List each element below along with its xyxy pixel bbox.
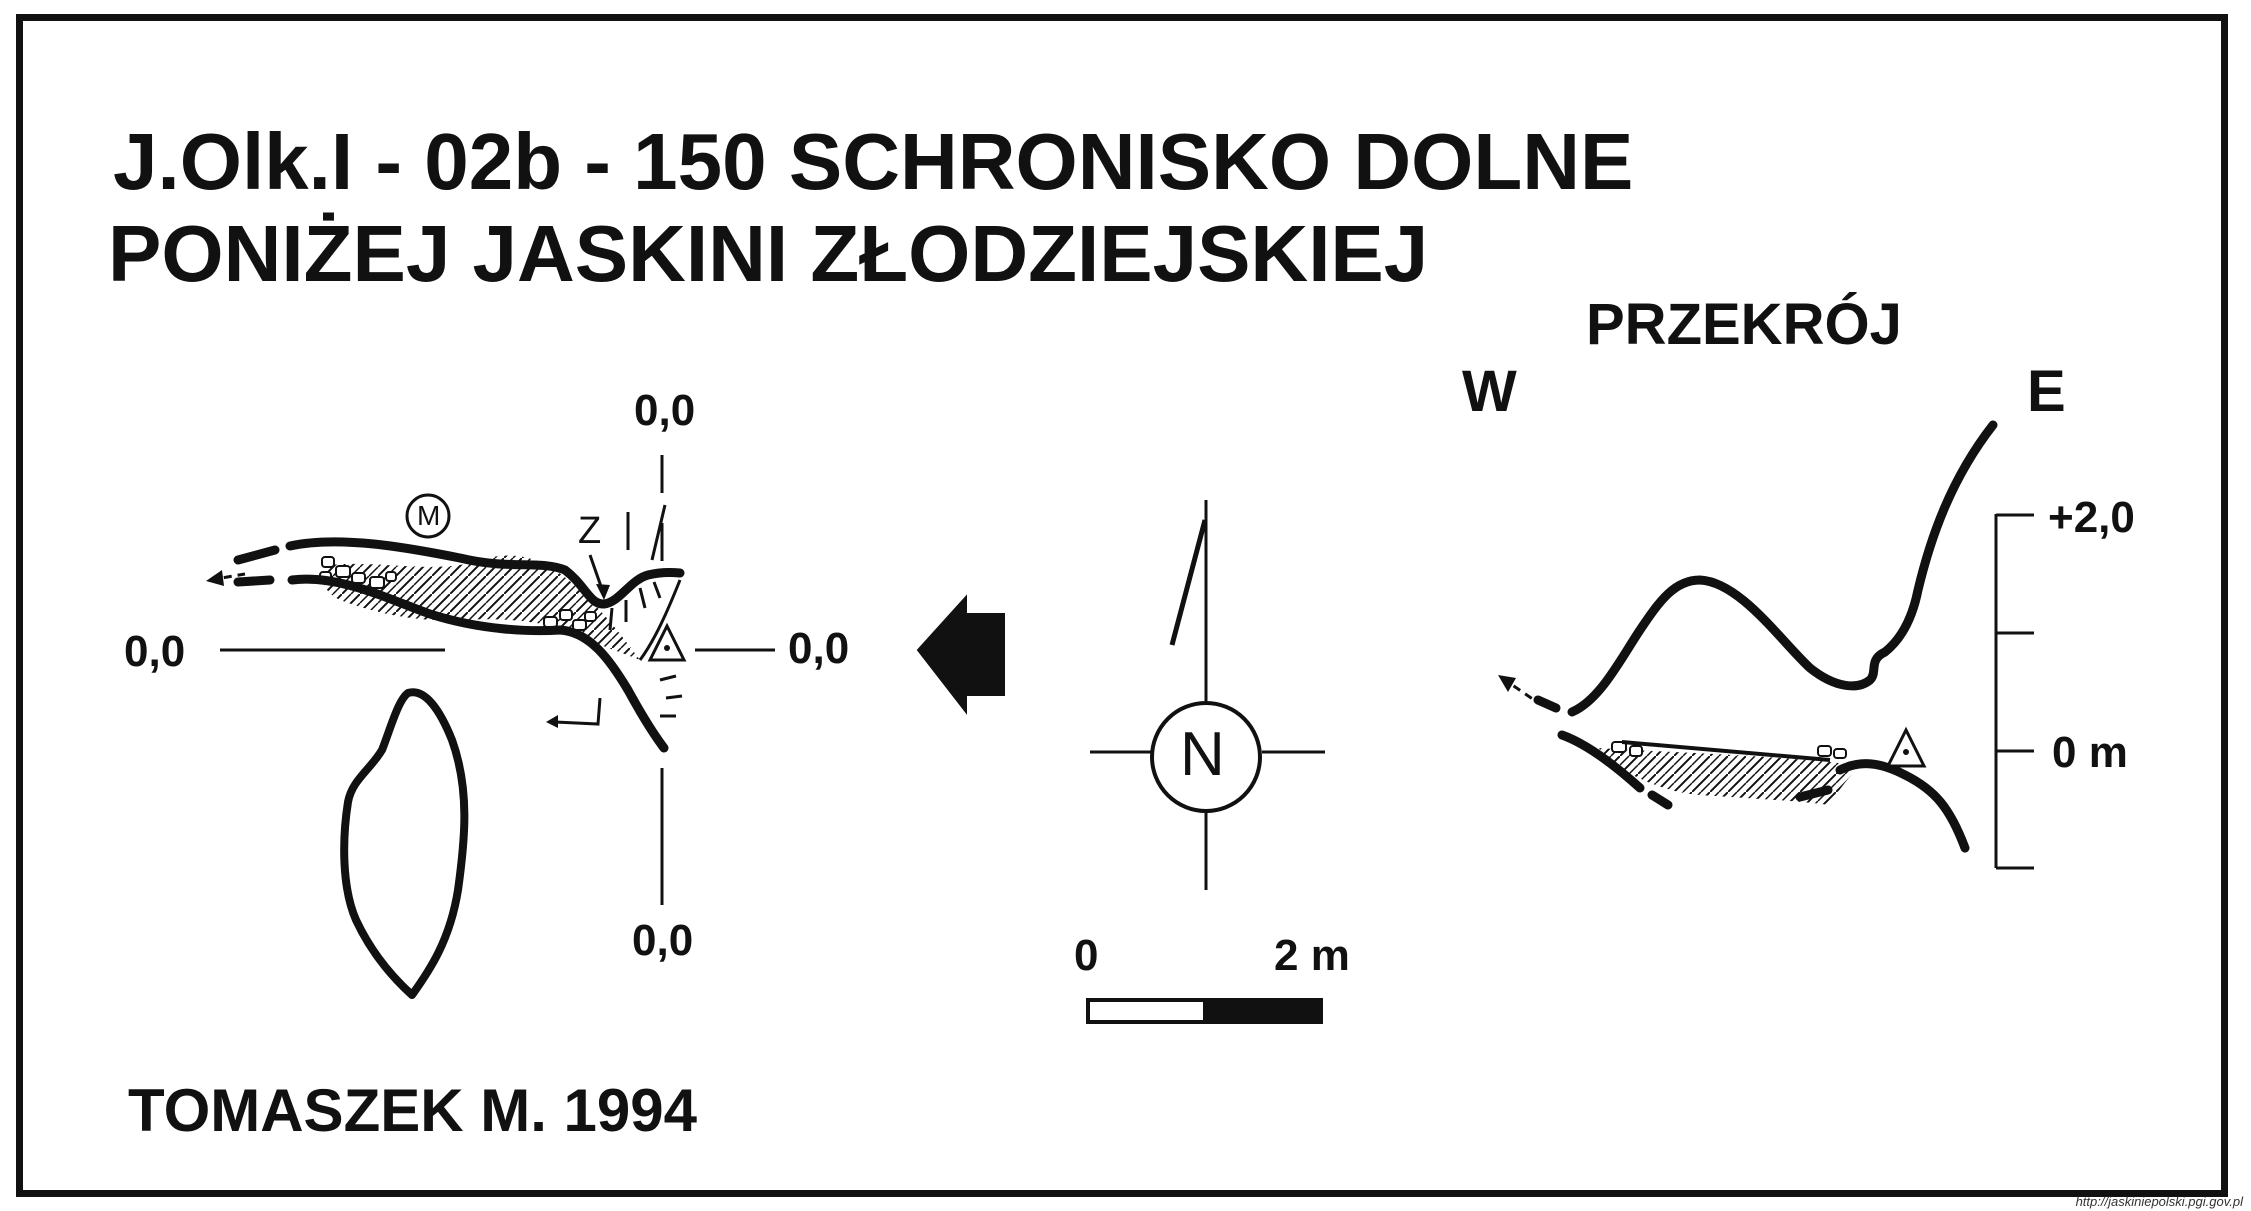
scale-end-label: 2 m bbox=[1274, 931, 1350, 980]
section-view bbox=[1498, 420, 2034, 870]
scale-bar bbox=[1086, 998, 1323, 1024]
section-continuation bbox=[1533, 695, 1561, 713]
compass-circle bbox=[1150, 701, 1262, 813]
plan-datum-top: 0,0 bbox=[634, 386, 696, 435]
section-east-label: E bbox=[2027, 359, 2066, 424]
source-watermark: http://jaskiniepolski.pgi.gov.pl bbox=[2075, 1194, 2243, 1209]
direction-arrow-icon bbox=[916, 594, 1005, 715]
author-credit: TOMASZEK M. 1994 bbox=[128, 1077, 698, 1144]
survey-point-triangle-icon bbox=[647, 622, 687, 662]
scale-start-label: 0 bbox=[1074, 931, 1099, 980]
compass-rose bbox=[1090, 500, 1325, 890]
sediment-fill bbox=[323, 555, 640, 660]
compass-north-letter: N bbox=[1180, 720, 1225, 789]
stream-sign bbox=[650, 504, 667, 561]
drip-arrow bbox=[554, 697, 602, 726]
section-upper-label: +2,0 bbox=[2048, 493, 2135, 542]
corridor-wall-upper bbox=[285, 537, 685, 609]
entrance-slope bbox=[638, 579, 682, 661]
section-rubble bbox=[1611, 741, 1847, 759]
magnetic-north-line bbox=[1169, 519, 1208, 646]
section-floor-right bbox=[1835, 759, 1970, 853]
continuation-lower bbox=[233, 575, 275, 587]
section-floor bbox=[1557, 730, 1645, 793]
continuation-upper bbox=[233, 545, 280, 565]
marker-z-label: Z bbox=[578, 510, 602, 552]
section-survey-point-icon bbox=[1885, 726, 1927, 768]
plan-datum-left: 0,0 bbox=[124, 627, 186, 676]
corridor-wall-lower bbox=[287, 574, 669, 753]
rubble-blocks bbox=[319, 556, 597, 631]
rock-pillar bbox=[340, 688, 469, 999]
section-zero-label: 0 m bbox=[2052, 728, 2128, 777]
plan-datum-bottom: 0,0 bbox=[632, 916, 694, 965]
title-line-2: PONIŻEJ JASKINI ZŁODZIEJSKIEJ bbox=[108, 209, 1429, 298]
section-ceiling bbox=[1567, 420, 1998, 717]
section-title: PRZEKRÓJ bbox=[1586, 292, 1902, 357]
marker-m-label: M bbox=[417, 500, 441, 531]
section-sediment bbox=[1598, 748, 1860, 805]
plan-view bbox=[206, 455, 775, 999]
section-floor-dashed bbox=[1647, 785, 1833, 810]
map-frame bbox=[16, 14, 2228, 1197]
title-line-1: J.Olk.I - 02b - 150 SCHRONISKO DOLNE bbox=[113, 117, 1634, 206]
plan-datum-right: 0,0 bbox=[788, 624, 850, 673]
entrance-hachures bbox=[608, 581, 683, 718]
section-floor-mid bbox=[1621, 740, 1831, 762]
section-west-label: W bbox=[1462, 359, 1517, 424]
marker-m-circle bbox=[405, 493, 451, 539]
